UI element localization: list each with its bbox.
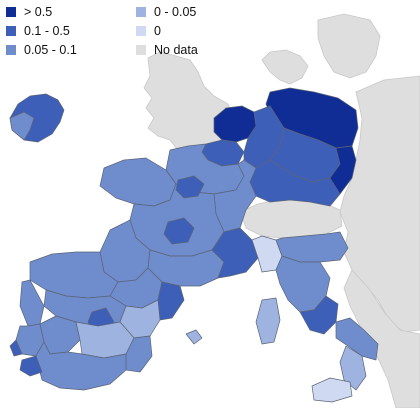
legend: > 0.5 0.1 - 0.5 0.05 - 0.1 0 - 0.05 0 No… <box>6 4 336 60</box>
scandinavia <box>261 49 309 85</box>
region-sicily <box>311 377 353 403</box>
legend-swatch-gt-0-5 <box>6 7 16 17</box>
region-balearic <box>185 329 203 345</box>
legend-label-0-1-0-5: 0.1 - 0.5 <box>24 24 70 38</box>
legend-item-0-05-0-1: 0.05 - 0.1 <box>6 42 77 58</box>
region-france-provence <box>211 227 259 279</box>
legend-label-0-05-0-1: 0.05 - 0.1 <box>24 43 77 57</box>
region-italy-calabria <box>339 345 367 391</box>
balkans <box>343 269 420 408</box>
region-sardinia <box>255 297 281 345</box>
region-germany-east <box>329 145 357 195</box>
region-portugal-lisbon <box>9 339 23 357</box>
legend-swatch-0 <box>136 26 146 36</box>
region-france-paris <box>175 175 205 199</box>
legend-label-0-0-05: 0 - 0.05 <box>154 5 197 19</box>
legend-swatch-0-1-0-5 <box>6 26 16 36</box>
region-ireland-west <box>9 111 35 141</box>
no-data-areas <box>143 13 420 408</box>
legend-swatch-0-0-05 <box>136 7 146 17</box>
legend-item-no-data: No data <box>136 42 198 58</box>
region-spain-algarve <box>19 355 43 377</box>
legend-label-no-data: No data <box>154 43 198 57</box>
region-spain-andalusia <box>35 341 127 391</box>
legend-label-gt-0-5: > 0.5 <box>24 5 53 19</box>
region-italy-south <box>335 317 379 361</box>
sweden-south <box>317 13 381 79</box>
region-italy-rome <box>299 295 339 335</box>
region-germany-south <box>249 159 341 207</box>
legend-item-0: 0 <box>136 23 161 39</box>
legend-label-0: 0 <box>154 24 161 38</box>
legend-swatch-0-05-0-1 <box>6 45 16 55</box>
region-france-northwest <box>99 157 177 207</box>
region-spain-catalonia <box>157 281 185 321</box>
eastern-europe <box>339 75 420 333</box>
legend-item-0-1-0-5: 0.1 - 0.5 <box>6 23 70 39</box>
legend-swatch-no-data <box>136 45 146 55</box>
legend-item-0-0-05: 0 - 0.05 <box>136 4 196 20</box>
region-france-auvergne <box>163 217 195 245</box>
data-regions <box>9 87 379 403</box>
legend-item-gt-0-5: > 0.5 <box>6 4 52 20</box>
